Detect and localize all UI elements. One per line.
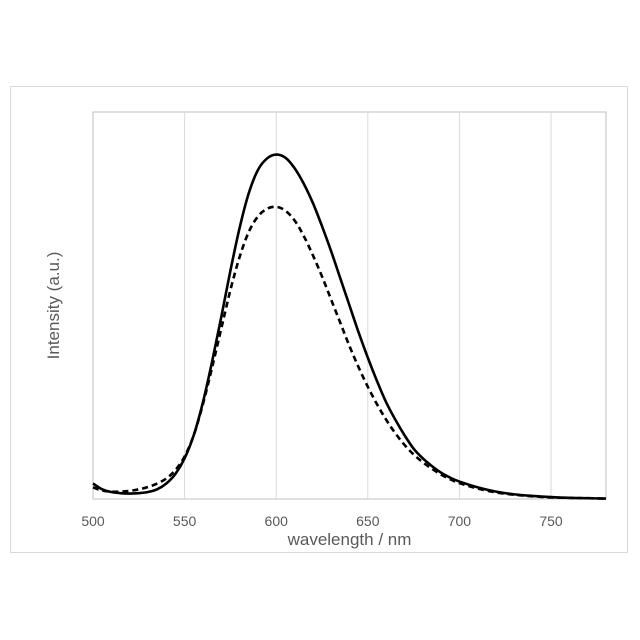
x-tick-label-500: 500 (81, 513, 105, 529)
chart-area: 500 550 600 650 700 750 wavelength / nm Inten… (10, 86, 628, 553)
chart-svg: 500 550 600 650 700 750 wavelength / nm Inten… (11, 87, 629, 554)
x-tick-labels: 500 550 600 650 700 750 (81, 513, 563, 529)
series-line-solid (93, 155, 606, 499)
x-tick-label-750: 750 (539, 513, 563, 529)
x-axis-title: wavelength / nm (287, 530, 412, 549)
x-tick-label-700: 700 (448, 513, 472, 529)
series-line-dashed (93, 207, 606, 499)
y-axis-title: Intensity (a.u.) (44, 252, 63, 360)
x-tick-label-550: 550 (173, 513, 197, 529)
x-tick-label-600: 600 (265, 513, 289, 529)
x-tick-label-650: 650 (356, 513, 380, 529)
series-layer (93, 155, 606, 499)
